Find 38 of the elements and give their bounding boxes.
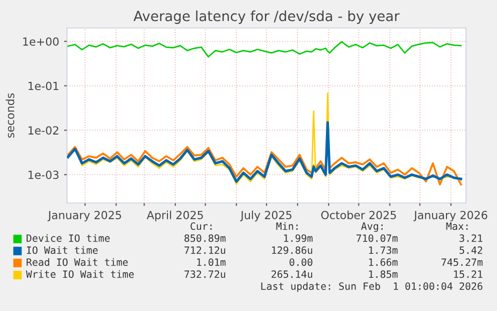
x-tick-label: January 2025: [48, 210, 122, 222]
y-tick-label: 1e-03: [28, 170, 58, 180]
chart-title: Average latency for /dev/sda - by year: [134, 10, 400, 24]
text: 710.07m: [356, 234, 398, 242]
text: Last update: Sun Feb 1 01:00:04 2026: [261, 282, 482, 292]
x-tick-label: July 2025: [240, 210, 292, 222]
x-tick-label: October 2025: [321, 210, 396, 220]
text: 1.85m: [369, 270, 398, 278]
text: 1.66m: [369, 258, 398, 266]
text: 712.12u: [184, 246, 226, 254]
text: 0.00: [290, 258, 312, 266]
text: Min:: [276, 222, 298, 230]
line-series: [67, 41, 462, 58]
text: Max:: [446, 222, 468, 230]
y-tick-label: 1e-02: [28, 126, 58, 135]
y-axis-title: seconds: [6, 93, 14, 138]
x-tick-label: January 2026: [413, 210, 488, 222]
text: 15.21: [454, 270, 482, 278]
x-tick-label: April 2025: [146, 210, 203, 222]
y-tick-label: 1e+00: [23, 37, 59, 46]
legend-label: IO Wait time: [26, 246, 98, 254]
text: 129.86u: [272, 246, 312, 254]
legend-label: Write IO Wait time: [26, 270, 134, 278]
text: 732.72u: [184, 270, 226, 278]
line-series: [67, 121, 462, 183]
text: 1.01m: [197, 258, 226, 266]
text: 265.14u: [272, 270, 312, 278]
text: Avg:: [361, 222, 383, 232]
text: 3.21: [460, 234, 482, 242]
text: 5.42: [460, 246, 482, 254]
legend-label: Read IO Wait time: [26, 258, 128, 266]
text: 850.89m: [184, 234, 226, 242]
text: 745.27m: [442, 258, 483, 266]
text: 1.73m: [369, 246, 398, 254]
text: 1.99m: [284, 234, 313, 242]
text: Cur:: [190, 222, 212, 230]
legend-label: Device IO time: [26, 234, 110, 242]
y-tick-label: 1e-01: [28, 82, 58, 90]
